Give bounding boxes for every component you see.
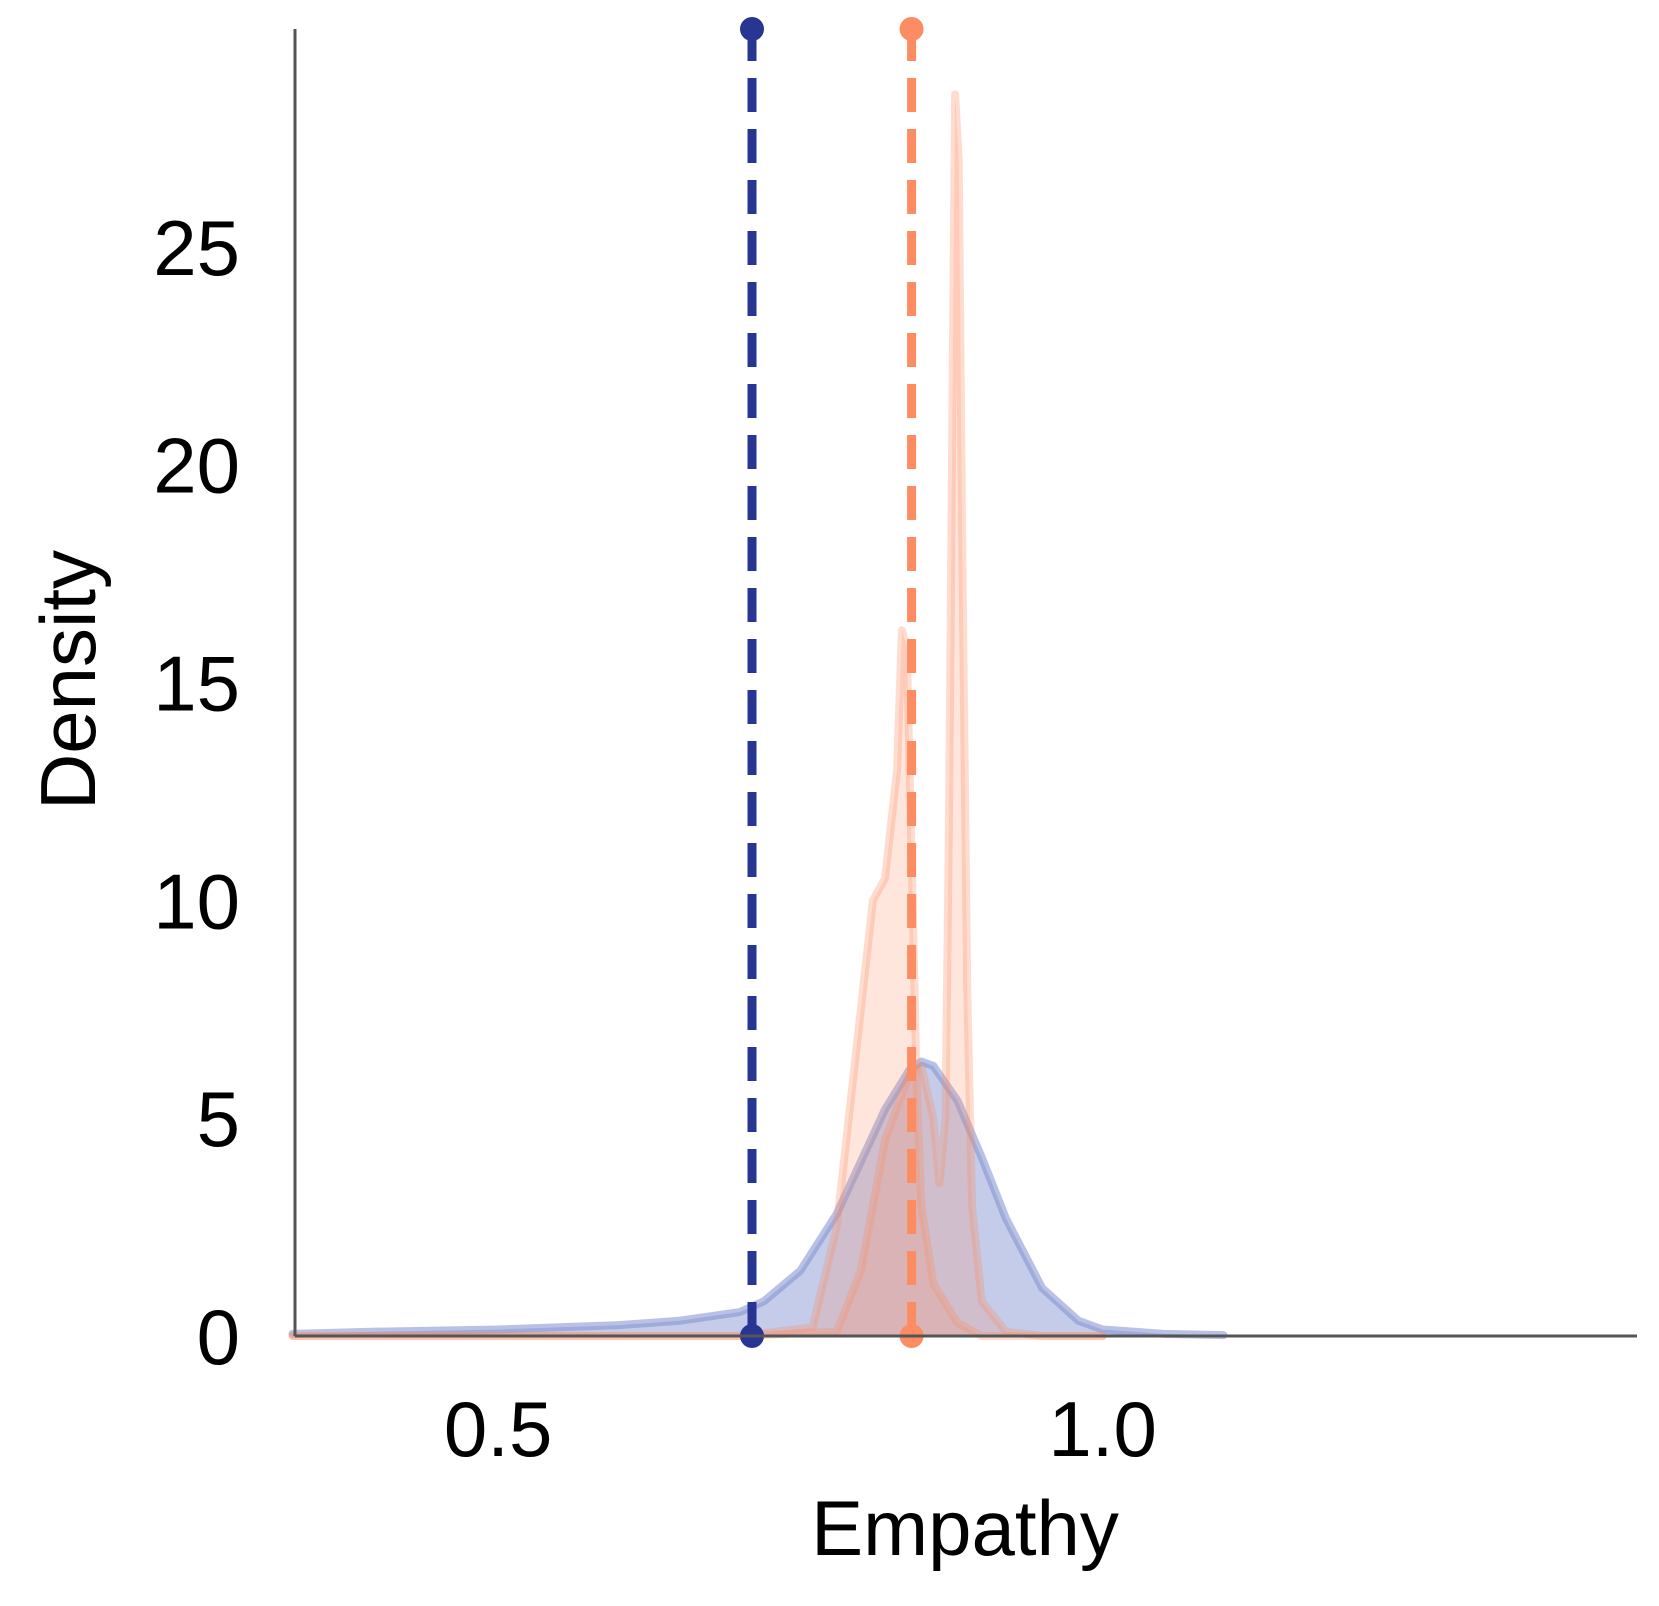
y-tick-label: 15 xyxy=(153,640,240,728)
mean-marker xyxy=(899,17,924,41)
x-tick-label: 0.5 xyxy=(444,1385,552,1473)
density-line xyxy=(288,90,1107,1340)
y-tick-label: 20 xyxy=(153,422,240,510)
y-tick-label: 10 xyxy=(153,857,240,945)
density-line xyxy=(288,1057,1228,1340)
y-axis-label: Density xyxy=(24,550,112,810)
y-tick-label: 0 xyxy=(197,1293,240,1381)
mean-marker xyxy=(740,17,765,41)
density-area xyxy=(292,1061,1224,1336)
y-tick-label: 25 xyxy=(153,204,240,292)
density-area xyxy=(292,630,1103,1336)
density-line xyxy=(288,626,1107,1340)
x-axis-label: Empathy xyxy=(811,1484,1119,1572)
x-tick-label: 1.0 xyxy=(1048,1385,1156,1473)
y-tick-label: 5 xyxy=(197,1075,240,1163)
